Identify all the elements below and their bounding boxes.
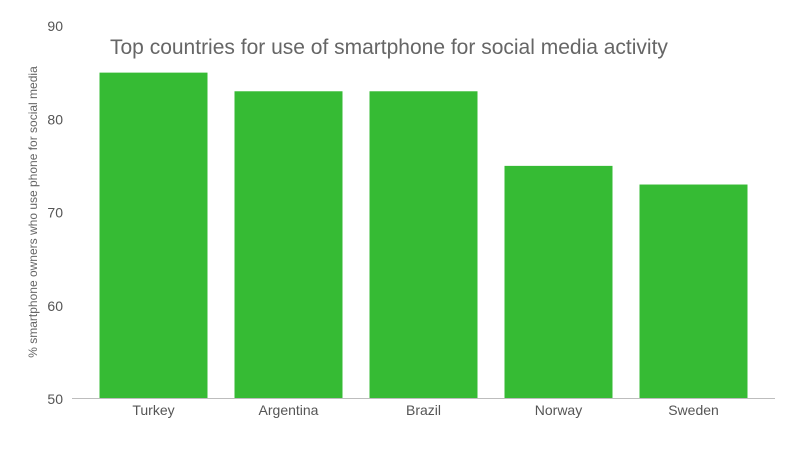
bar-sweden[interactable]	[639, 184, 748, 399]
x-tick-label: Sweden	[668, 402, 719, 418]
bars-group	[99, 72, 748, 400]
bar-argentina[interactable]	[234, 91, 343, 400]
y-tick-label: 50	[47, 391, 63, 407]
y-tick-label: 70	[47, 205, 63, 221]
x-axis-ticks: Turkey Argentina Brazil Norway Sweden	[132, 402, 718, 418]
bar-brazil[interactable]	[369, 91, 478, 400]
x-tick-label: Argentina	[259, 402, 319, 418]
y-axis-ticks: 50 60 70 80 90	[47, 18, 63, 407]
y-tick-label: 90	[47, 18, 63, 34]
y-axis-label: % smartphone owners who use phone for so…	[26, 66, 40, 358]
x-tick-label: Norway	[535, 402, 582, 418]
y-tick-label: 60	[47, 298, 63, 314]
y-tick-label: 80	[47, 111, 63, 127]
bar-turkey[interactable]	[99, 72, 208, 399]
bar-norway[interactable]	[504, 165, 613, 399]
x-tick-label: Turkey	[132, 402, 174, 418]
chart-title: Top countries for use of smartphone for …	[110, 36, 668, 59]
x-tick-label: Brazil	[406, 402, 441, 418]
